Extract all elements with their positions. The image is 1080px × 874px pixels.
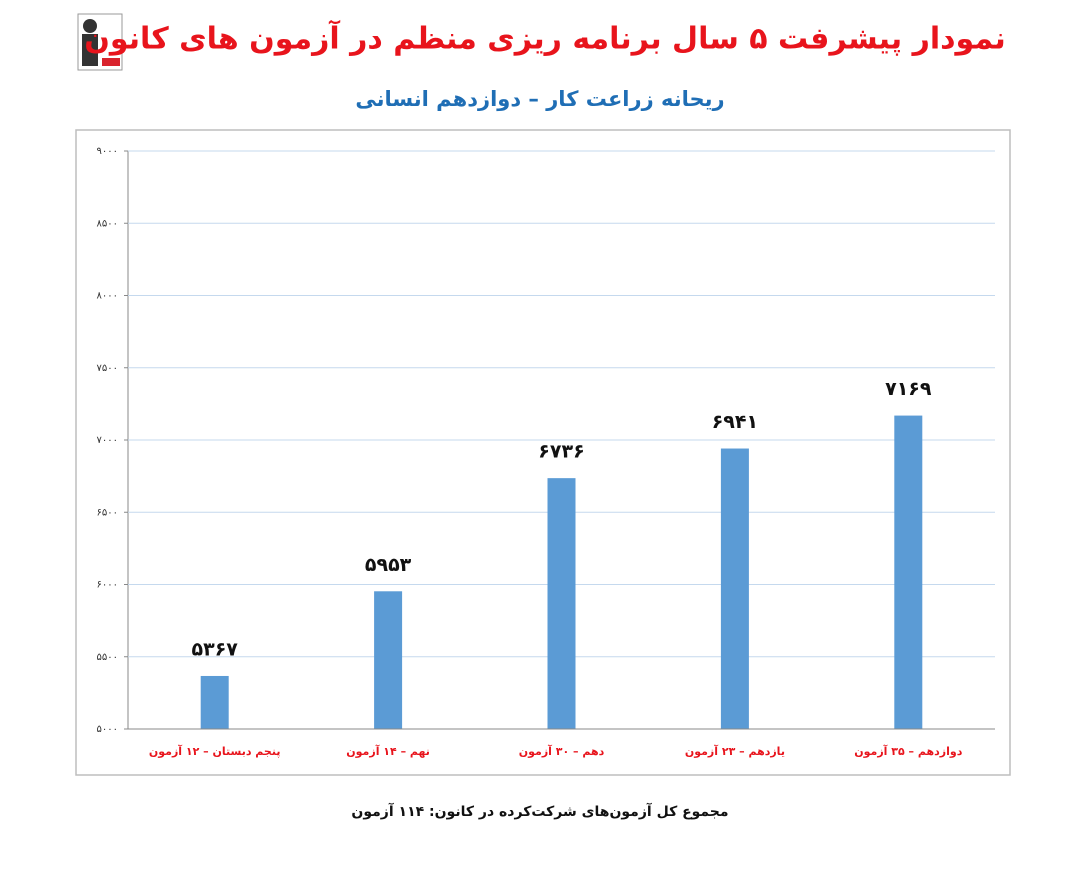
logo xyxy=(77,13,123,71)
value-label: ۶۷۳۶ xyxy=(538,441,584,463)
y-tick-label: ۶۰۰۰ xyxy=(97,580,118,591)
x-tick-label: نهم – ۱۴ آزمون xyxy=(346,744,430,758)
bar xyxy=(720,448,749,729)
y-tick-label: ۵۵۰۰ xyxy=(97,652,118,663)
y-tick-label: ۷۵۰۰ xyxy=(97,363,118,374)
bar xyxy=(894,415,923,729)
y-tick-label: ۵۰۰۰ xyxy=(97,724,118,735)
value-label: ۷۱۶۹ xyxy=(885,378,932,400)
y-tick-label: ۸۵۰۰ xyxy=(97,218,118,229)
bar xyxy=(547,478,576,729)
x-tick-label: دوازدهم – ۳۵ آزمون xyxy=(854,744,962,758)
value-label: ۵۹۵۳ xyxy=(365,554,412,576)
y-tick-label: ۶۵۰۰ xyxy=(97,507,118,518)
value-label: ۶۹۴۱ xyxy=(712,411,758,433)
y-tick-label: ۷۰۰۰ xyxy=(97,435,118,446)
chart-frame xyxy=(75,129,1011,776)
bar xyxy=(200,675,229,729)
chart-title: نمودار پیشرفت ۵ سال برنامه ریزی منظم در … xyxy=(84,20,1005,57)
x-tick-label: پنجم دبستان – ۱۲ آزمون xyxy=(149,744,281,758)
y-tick-label: ۹۰۰۰ xyxy=(97,146,118,157)
bar xyxy=(374,591,403,729)
x-tick-label: یازدهم – ۲۳ آزمون xyxy=(685,744,785,758)
value-label: ۵۳۶۷ xyxy=(192,638,239,660)
y-tick-label: ۸۰۰۰ xyxy=(97,291,118,302)
x-tick-label: دهم – ۳۰ آزمون xyxy=(519,744,605,758)
chart-note: مجموع کل آزمون‌های شرکت‌کرده در کانون: ۱… xyxy=(351,802,728,820)
chart-subtitle: ریحانه زراعت کار – دوازدهم انسانی xyxy=(355,87,724,111)
